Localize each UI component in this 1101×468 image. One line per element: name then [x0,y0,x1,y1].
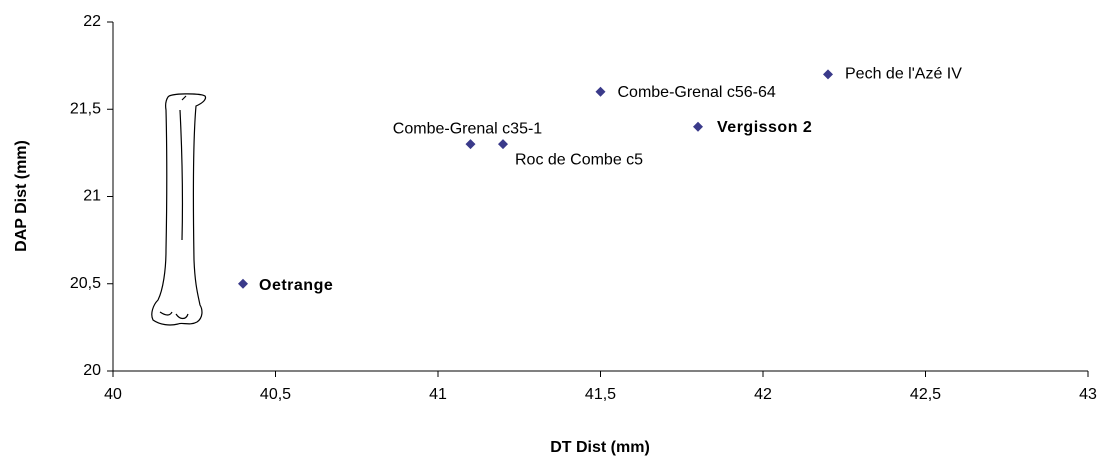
x-tick-label: 42,5 [910,386,941,403]
point [823,69,833,80]
point [465,139,476,150]
point-label: Roc de Combe c5 [515,151,643,168]
point [693,121,703,132]
point-label: Pech de l'Azé IV [845,66,962,83]
point-label: Combe-Grenal c56-64 [618,84,776,101]
bone-illustration [151,93,207,326]
y-tick-label: 21,5 [70,100,101,117]
y-tick-label: 20,5 [70,275,101,292]
point-label: Oetrange [259,277,333,294]
y-tick-label: 21 [83,188,101,205]
point-label: Combe-Grenal c35-1 [393,120,543,137]
x-tick-label: 41,5 [585,386,616,403]
point [498,139,508,150]
x-tick-label: 41 [429,386,447,403]
x-tick-label: 42 [754,386,772,403]
y-axis-label: DAP Dist (mm) [13,140,30,252]
point [238,278,248,289]
point [595,86,606,97]
x-tick-label: 40 [104,386,122,403]
y-tick-label: 22 [83,13,101,30]
x-axis-label: DT Dist (mm) [550,439,650,456]
x-tick-label: 40,5 [260,386,291,403]
point-label: Vergisson 2 [717,119,812,136]
y-tick-label: 20 [83,362,101,379]
x-tick-label: 43 [1079,386,1097,403]
